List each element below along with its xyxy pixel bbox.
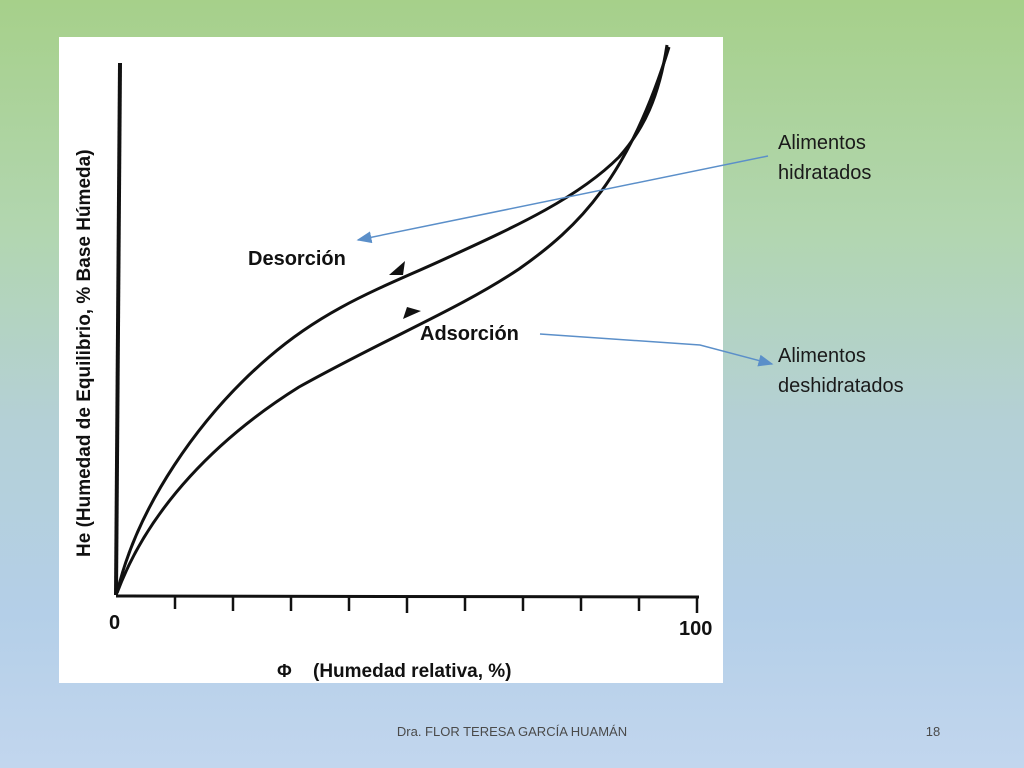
y-axis-label: He (Humedad de Equilibrio, % Base Húmeda… xyxy=(74,149,95,557)
adsorption-label: Adsorción xyxy=(420,323,519,345)
x-tick-label-end: 100 xyxy=(679,618,712,640)
isotherm-figure: Desorción Adsorción He (Humedad de Equil… xyxy=(59,37,723,683)
footer-author: Dra. FLOR TERESA GARCÍA HUAMÁN xyxy=(396,724,628,739)
desorption-curve xyxy=(115,44,669,594)
isotherm-diagram: Desorción Adsorción He (Humedad de Equil… xyxy=(74,44,712,682)
x-tick-label-start: 0 xyxy=(109,612,120,634)
callout-hydrated: Alimentos hidratados xyxy=(778,128,871,188)
x-axis-symbol: Φ xyxy=(277,661,292,681)
callout-hydrated-line2: hidratados xyxy=(778,162,872,184)
adsorption-curve xyxy=(115,46,671,594)
x-axis-label: (Humedad relativa, %) xyxy=(313,661,512,682)
x-axis-ticks xyxy=(173,597,699,613)
y-axis-line xyxy=(114,62,122,596)
desorption-arrow-icon xyxy=(389,261,405,275)
callout-dehydrated-line2: deshidratados xyxy=(778,375,904,397)
callout-dehydrated-line1: Alimentos xyxy=(778,345,866,367)
callout-hydrated-line1: Alimentos xyxy=(778,132,866,154)
desorption-label: Desorción xyxy=(248,248,346,270)
x-axis-line xyxy=(115,594,700,599)
slide-number: 18 xyxy=(925,724,941,739)
callout-dehydrated: Alimentos deshidratados xyxy=(778,341,904,401)
adsorption-arrow-icon xyxy=(403,307,421,319)
